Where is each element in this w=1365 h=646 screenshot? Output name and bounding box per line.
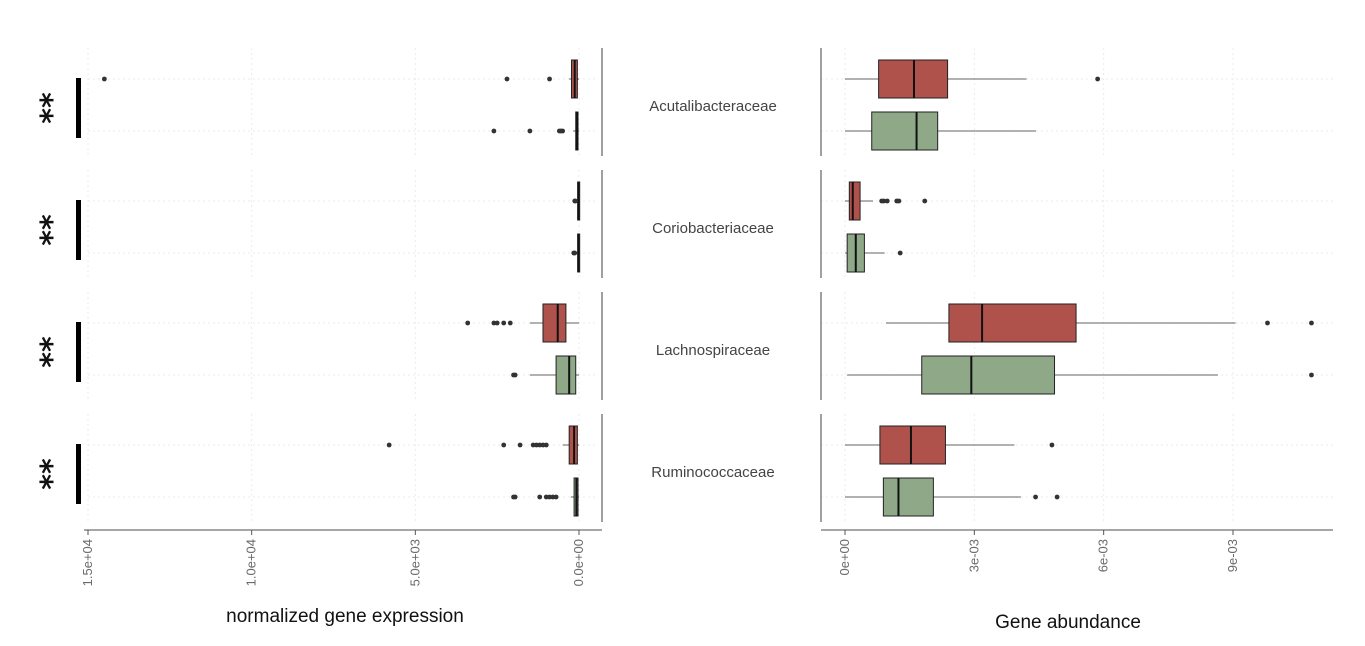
significance-bar xyxy=(76,322,81,382)
significance-markers: ** ** ** ** xyxy=(35,78,81,504)
left-outlier xyxy=(560,128,566,134)
right-outlier xyxy=(884,198,890,204)
significance-label: ** xyxy=(35,214,70,246)
left-outlier xyxy=(101,76,107,82)
right-tick-label: 9e-03 xyxy=(1225,539,1240,572)
significance-bar xyxy=(76,444,81,504)
left-tick-label: 1.5e+04 xyxy=(80,539,95,586)
left-outlier xyxy=(512,494,518,500)
right-box xyxy=(921,355,1056,395)
right-abundance-panels xyxy=(820,48,1333,522)
axes: 1.5e+04 1.0e+04 5.0e+03 0.0e+00 0e+00 3e-03 6e… xyxy=(80,529,1333,586)
left-outlier xyxy=(491,128,497,134)
left-outlier xyxy=(504,76,510,82)
left-outlier xyxy=(494,320,500,326)
left-outlier xyxy=(507,320,513,326)
category-label: Coriobacteriaceae xyxy=(652,220,774,237)
left-outlier xyxy=(501,442,507,448)
left-outlier xyxy=(572,198,578,204)
right-box xyxy=(848,181,861,221)
left-outlier xyxy=(517,442,523,448)
left-box xyxy=(555,355,577,395)
left-outlier xyxy=(553,494,559,500)
left-x-axis-label: normalized gene expression xyxy=(226,606,464,627)
left-outlier xyxy=(527,128,533,134)
left-outlier xyxy=(465,320,471,326)
right-outlier xyxy=(1309,320,1314,326)
significance-label: ** xyxy=(35,92,70,124)
right-tick-label: 6e-03 xyxy=(1096,539,1111,572)
left-expression-panels xyxy=(87,48,603,522)
left-tick-label: 1.0e+04 xyxy=(244,539,259,586)
left-outlier xyxy=(543,442,549,448)
right-outlier xyxy=(1049,442,1055,448)
left-box xyxy=(542,303,567,343)
right-outlier xyxy=(922,198,928,204)
right-box xyxy=(871,111,939,151)
right-box xyxy=(879,425,946,465)
right-outlier xyxy=(1265,320,1270,326)
left-outlier xyxy=(572,250,578,256)
left-outlier xyxy=(501,320,507,326)
significance-label: ** xyxy=(35,458,70,490)
right-outlier xyxy=(1054,494,1060,500)
significance-bar xyxy=(76,200,81,260)
category-label: Acutalibacteraceae xyxy=(649,98,777,115)
right-outlier xyxy=(1095,76,1101,82)
category-label: Ruminococcaceae xyxy=(651,464,774,481)
significance-bar xyxy=(76,78,81,138)
right-x-axis-label: Gene abundance xyxy=(995,612,1141,633)
category-label: Lachnospiraceae xyxy=(656,342,770,359)
category-labels: Acutalibacteraceae Coriobacteriaceae Lachn… xyxy=(649,98,777,481)
left-tick-label: 0.0e+00 xyxy=(571,539,586,586)
left-tick-label: 5.0e+03 xyxy=(407,539,422,586)
right-box xyxy=(882,477,934,517)
left-outlier xyxy=(512,372,518,378)
right-outlier xyxy=(1309,372,1314,378)
right-tick-label: 0e+00 xyxy=(837,539,852,576)
left-outlier xyxy=(386,442,392,448)
right-outlier xyxy=(896,198,902,204)
right-tick-label: 3e-03 xyxy=(966,539,981,572)
right-outlier xyxy=(897,250,903,256)
significance-label: ** xyxy=(35,336,70,368)
left-outlier xyxy=(537,494,543,500)
right-outlier xyxy=(881,198,887,204)
left-outlier xyxy=(547,76,552,82)
right-box xyxy=(948,303,1077,343)
right-outlier xyxy=(1033,494,1038,500)
